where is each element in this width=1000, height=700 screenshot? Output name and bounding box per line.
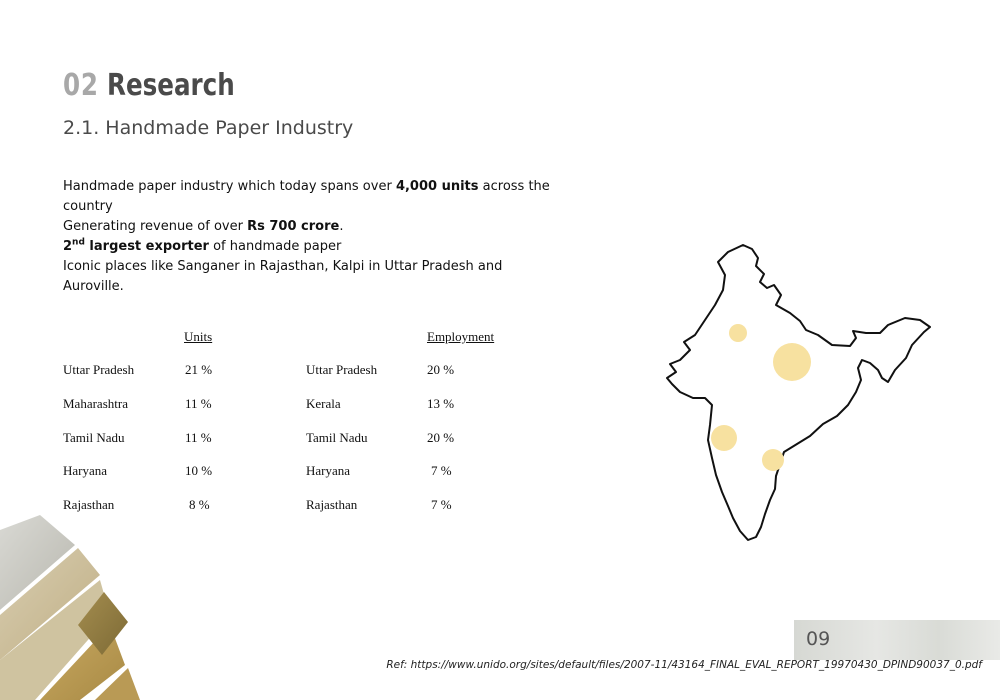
page-number: 09: [806, 628, 831, 650]
units-state: Tamil Nadu: [63, 430, 125, 445]
intro-line-exporter: 2nd largest exporter of handmade paper: [63, 237, 342, 254]
employment-value: 7 %: [431, 463, 452, 478]
marker-maharashtra: [711, 425, 737, 451]
marker-tamil-nadu: [762, 449, 784, 471]
units-state: Haryana: [63, 463, 108, 478]
intro-text: Handmade paper industry which today span…: [63, 177, 563, 297]
page-number-box: [794, 620, 1000, 660]
units-state: Uttar Pradesh: [63, 362, 135, 377]
units-state: Rajasthan: [63, 497, 115, 512]
employment-header: Employment: [427, 329, 495, 344]
section-number: 02: [63, 68, 99, 103]
employment-state: Rajasthan: [306, 497, 358, 512]
units-value: 11 %: [185, 430, 212, 445]
units-header: Units: [184, 329, 213, 344]
intro-line-revenue: Generating revenue of over Rs 700 crore.: [63, 219, 344, 234]
units-state: Maharashtra: [63, 396, 128, 411]
section-title: Research: [107, 68, 235, 103]
employment-state: Kerala: [306, 396, 341, 411]
reference-link[interactable]: Ref: https://www.unido.org/sites/default…: [386, 659, 982, 671]
employment-value: 20 %: [427, 362, 455, 377]
units-value: 8 %: [189, 497, 210, 512]
marker-uttar-pradesh: [773, 343, 811, 381]
india-outline: [666, 244, 931, 541]
employment-value: 7 %: [431, 497, 452, 512]
employment-value: 13 %: [427, 396, 455, 411]
employment-state: Haryana: [306, 463, 351, 478]
intro-line-units: Handmade paper industry which today span…: [63, 179, 550, 214]
intro-line-places: Iconic places like Sanganer in Rajasthan…: [63, 259, 503, 294]
employment-state: Tamil Nadu: [306, 430, 368, 445]
marker-haryana: [729, 324, 747, 342]
units-value: 10 %: [185, 463, 213, 478]
employment-state: Uttar Pradesh: [306, 362, 378, 377]
page-subtitle: 2.1. Handmade Paper Industry: [63, 117, 354, 139]
employment-value: 20 %: [427, 430, 455, 445]
units-value: 11 %: [185, 396, 212, 411]
units-value: 21 %: [185, 362, 213, 377]
